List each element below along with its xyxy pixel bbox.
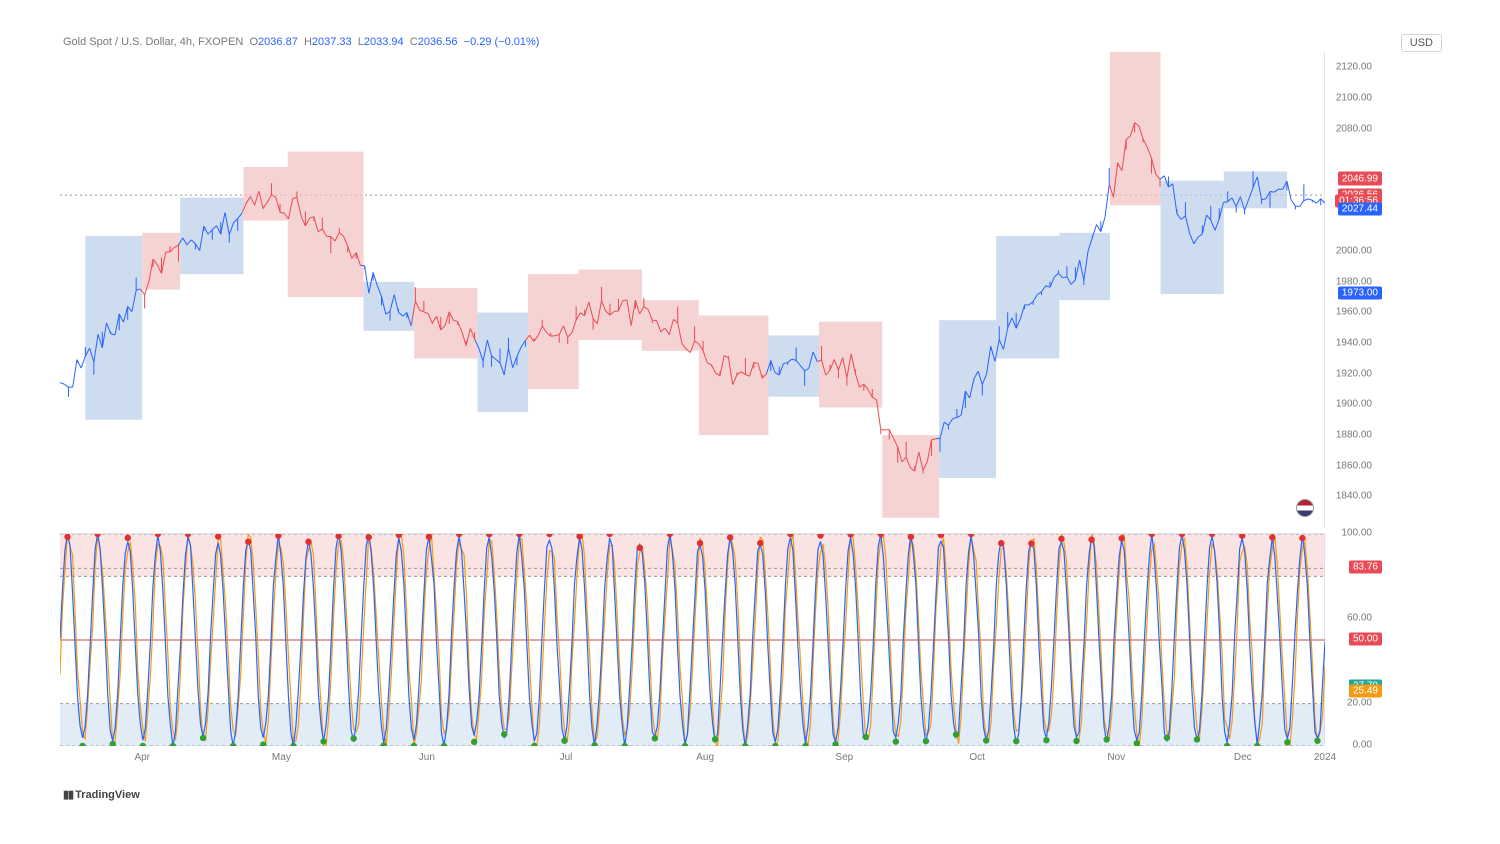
y-tick-label: 1940.00 bbox=[1336, 338, 1372, 349]
x-axis[interactable]: AprMayJunJulAugSepOctNovDec2024 bbox=[60, 748, 1325, 772]
y-tick-label: 1920.00 bbox=[1336, 368, 1372, 379]
x-tick-label: Oct bbox=[969, 752, 985, 763]
o-label: O bbox=[249, 36, 258, 48]
credit-text: TradingView bbox=[75, 789, 140, 801]
c-value: 2036.56 bbox=[418, 36, 458, 48]
symbol-header: Gold Spot / U.S. Dollar, 4h, FXOPEN O203… bbox=[63, 36, 539, 48]
h-value: 2037.33 bbox=[312, 36, 352, 48]
x-tick-label: 2024 bbox=[1314, 752, 1336, 763]
y-tick-label: 2080.00 bbox=[1336, 123, 1372, 134]
o-value: 2036.87 bbox=[258, 36, 298, 48]
change-value: −0.29 (−0.01%) bbox=[464, 36, 540, 48]
l-value: 2033.94 bbox=[364, 36, 404, 48]
country-flag-icon bbox=[1296, 499, 1314, 517]
x-tick-label: Jun bbox=[419, 752, 435, 763]
x-tick-label: Nov bbox=[1107, 752, 1125, 763]
main-price-chart[interactable] bbox=[60, 52, 1325, 527]
h-label: H bbox=[304, 36, 312, 48]
x-tick-label: Apr bbox=[134, 752, 150, 763]
x-tick-label: Jul bbox=[560, 752, 573, 763]
x-tick-label: May bbox=[272, 752, 291, 763]
y-tick-label: 2000.00 bbox=[1336, 246, 1372, 257]
osc-y-tick-label: 0.00 bbox=[1353, 740, 1372, 751]
osc-y-tick-label: 20.00 bbox=[1347, 697, 1372, 708]
c-label: C bbox=[410, 36, 418, 48]
y-tick-label: 1900.00 bbox=[1336, 399, 1372, 410]
osc-y-tick-label: 100.00 bbox=[1341, 528, 1372, 539]
price-tag: 1973.00 bbox=[1338, 286, 1382, 299]
y-tick-label: 1960.00 bbox=[1336, 307, 1372, 318]
tv-logo-icon: ▮▮ bbox=[63, 789, 75, 801]
y-tick-label: 2100.00 bbox=[1336, 92, 1372, 103]
chart-container: Gold Spot / U.S. Dollar, 4h, FXOPEN O203… bbox=[0, 0, 1500, 844]
x-tick-label: Dec bbox=[1234, 752, 1252, 763]
oscillator-chart[interactable] bbox=[60, 533, 1325, 745]
price-tag: 2046.99 bbox=[1338, 173, 1382, 186]
main-y-axis[interactable]: 1840.00 1860.00 1880.00 1900.00 1920.00 1940.… bbox=[1325, 52, 1440, 527]
currency-button[interactable]: USD bbox=[1401, 34, 1442, 52]
osc-tag: 25.49 bbox=[1349, 684, 1382, 697]
symbol-text: Gold Spot / U.S. Dollar, 4h, FXOPEN bbox=[63, 36, 243, 48]
oscillator-y-axis[interactable]: 0.0020.0060.00100.0083.7650.0027.7827.70… bbox=[1325, 533, 1440, 745]
x-tick-label: Aug bbox=[696, 752, 714, 763]
y-tick-label: 1840.00 bbox=[1336, 491, 1372, 502]
osc-tag: 83.76 bbox=[1349, 561, 1382, 574]
y-tick-label: 1880.00 bbox=[1336, 430, 1372, 441]
y-tick-label: 2120.00 bbox=[1336, 62, 1372, 73]
osc-y-tick-label: 60.00 bbox=[1347, 612, 1372, 623]
tradingview-credit: ▮▮ TradingView bbox=[63, 788, 140, 801]
y-tick-label: 1860.00 bbox=[1336, 460, 1372, 471]
price-tag: 2027.44 bbox=[1338, 203, 1382, 216]
x-tick-label: Sep bbox=[835, 752, 853, 763]
osc-tag: 50.00 bbox=[1349, 633, 1382, 646]
